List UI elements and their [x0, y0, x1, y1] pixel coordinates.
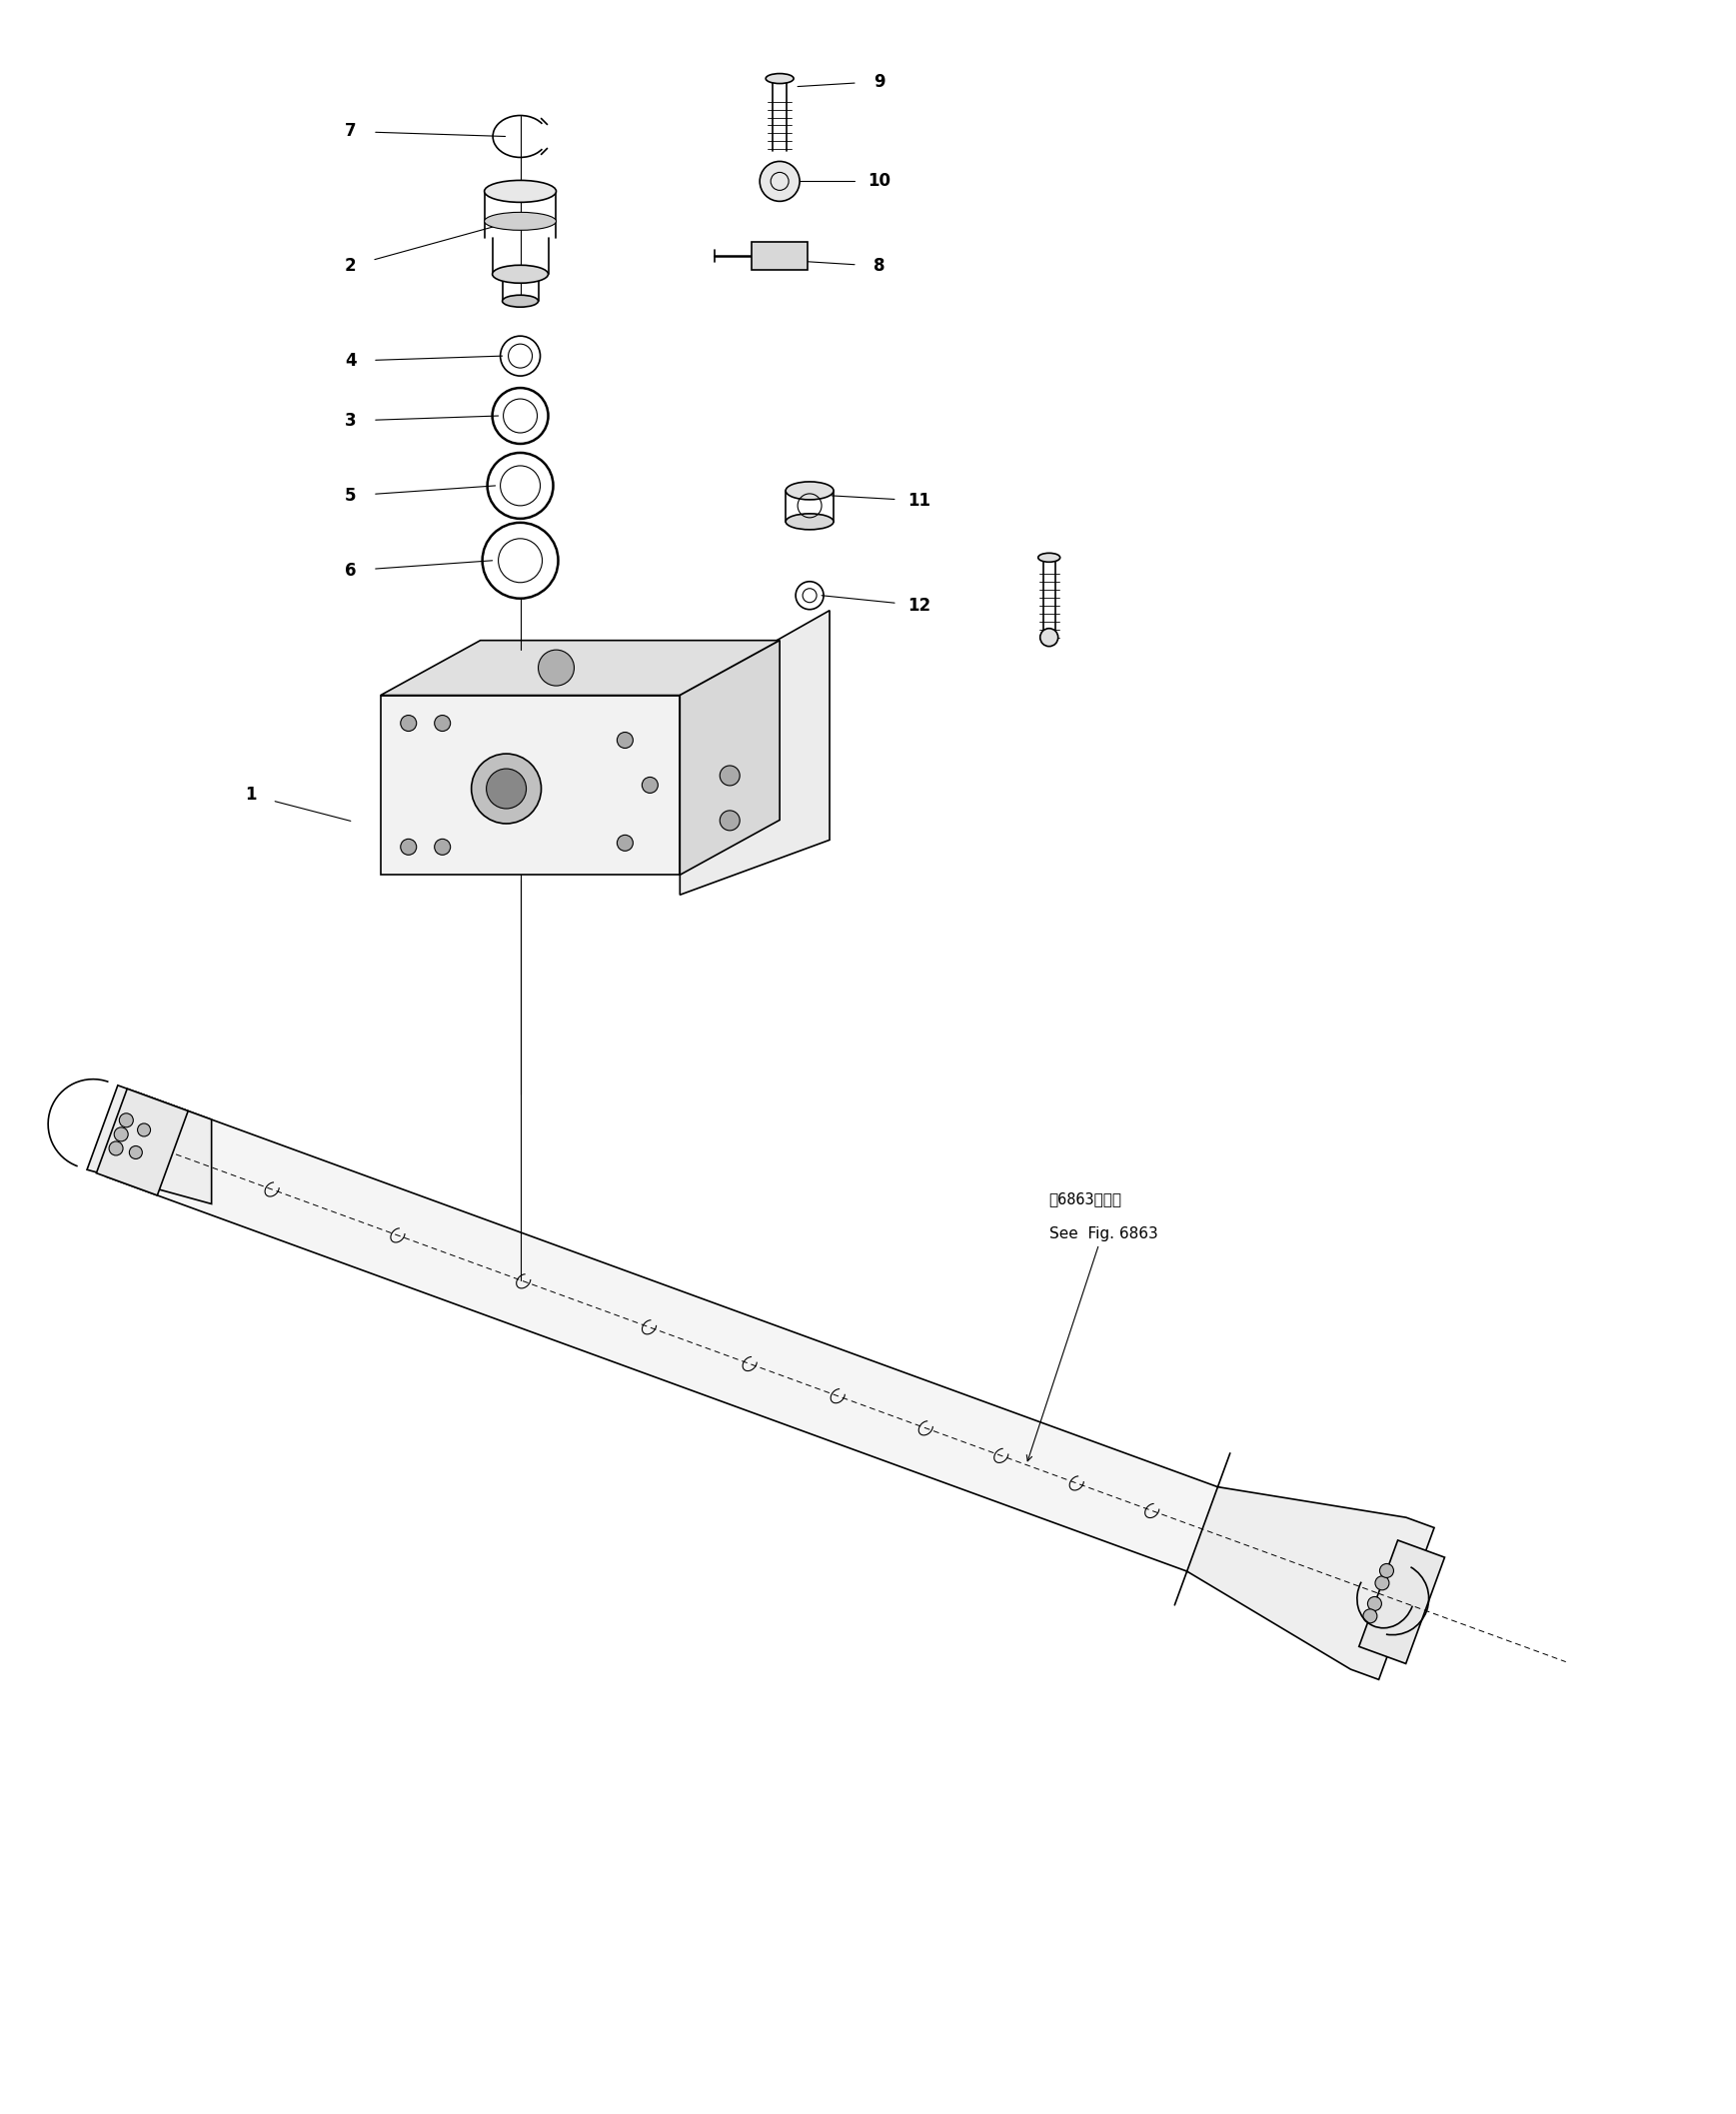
- Polygon shape: [106, 1093, 1394, 1636]
- Polygon shape: [380, 641, 779, 696]
- Ellipse shape: [766, 74, 793, 85]
- Text: 第6863図参照: 第6863図参照: [1049, 1192, 1121, 1207]
- Polygon shape: [97, 1089, 187, 1194]
- Text: 10: 10: [868, 173, 891, 190]
- Text: See  Fig. 6863: See Fig. 6863: [1049, 1226, 1158, 1241]
- Text: 3: 3: [345, 412, 356, 429]
- Text: 4: 4: [345, 351, 356, 370]
- Text: 7: 7: [345, 123, 356, 140]
- Circle shape: [434, 715, 450, 731]
- Circle shape: [401, 715, 417, 731]
- Circle shape: [1368, 1596, 1382, 1611]
- Circle shape: [128, 1146, 142, 1158]
- Polygon shape: [1187, 1486, 1434, 1681]
- Circle shape: [720, 765, 740, 786]
- Circle shape: [538, 649, 575, 685]
- Polygon shape: [1359, 1541, 1444, 1664]
- Circle shape: [616, 835, 634, 852]
- Circle shape: [115, 1127, 128, 1142]
- Text: 5: 5: [345, 486, 356, 505]
- Polygon shape: [681, 641, 779, 875]
- Ellipse shape: [484, 180, 556, 203]
- Circle shape: [760, 161, 800, 201]
- Text: 1: 1: [245, 786, 257, 803]
- Circle shape: [434, 839, 450, 854]
- Circle shape: [401, 839, 417, 854]
- Circle shape: [1040, 628, 1057, 647]
- Ellipse shape: [493, 264, 549, 283]
- Circle shape: [120, 1114, 134, 1127]
- Ellipse shape: [786, 514, 833, 531]
- Circle shape: [1363, 1609, 1377, 1624]
- Text: 12: 12: [908, 596, 930, 615]
- Text: 11: 11: [908, 493, 930, 509]
- Circle shape: [109, 1142, 123, 1156]
- Circle shape: [1375, 1577, 1389, 1590]
- Circle shape: [486, 769, 526, 810]
- Circle shape: [720, 810, 740, 831]
- Bar: [752, 243, 807, 271]
- Ellipse shape: [1038, 554, 1061, 562]
- Polygon shape: [681, 611, 830, 894]
- Circle shape: [1380, 1564, 1394, 1577]
- Circle shape: [616, 731, 634, 748]
- Text: 8: 8: [873, 258, 885, 275]
- Polygon shape: [87, 1084, 212, 1203]
- Ellipse shape: [786, 482, 833, 499]
- Text: 9: 9: [873, 72, 885, 91]
- Circle shape: [137, 1123, 151, 1137]
- Text: 2: 2: [345, 258, 356, 275]
- Ellipse shape: [484, 211, 556, 230]
- Text: 6: 6: [345, 562, 356, 579]
- Circle shape: [472, 755, 542, 824]
- Polygon shape: [380, 696, 681, 875]
- Ellipse shape: [502, 296, 538, 307]
- Circle shape: [642, 778, 658, 793]
